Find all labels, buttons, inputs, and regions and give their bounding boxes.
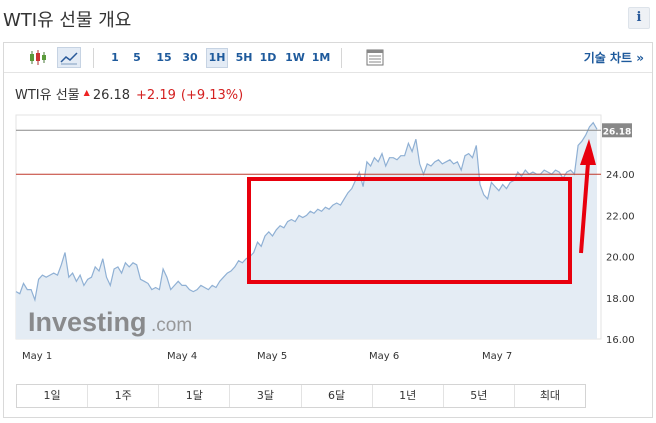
timeframe-5[interactable]: 5 xyxy=(133,51,141,64)
range-button[interactable]: 1주 xyxy=(88,385,160,407)
highlight-arrow-head xyxy=(580,139,596,165)
technical-chart-link[interactable]: 기술 차트 » xyxy=(583,51,644,65)
highlight-arrow-shaft xyxy=(579,162,590,254)
last-price: 26.18 xyxy=(92,88,131,103)
timeframe-1m[interactable]: 1M xyxy=(311,51,331,64)
x-tick-label: May 5 xyxy=(257,351,287,362)
range-button[interactable]: 1년 xyxy=(373,385,444,407)
price-line xyxy=(15,121,598,303)
price-change: +2.19 xyxy=(136,88,176,103)
x-tick-label: May 4 xyxy=(167,351,197,362)
range-button[interactable]: 5년 xyxy=(444,385,515,407)
y-tick-label: 22.00 xyxy=(606,211,635,222)
range-button[interactable]: 6달 xyxy=(302,385,373,407)
toolbar-divider xyxy=(93,48,94,68)
timeframe-1h[interactable]: 1H xyxy=(206,48,228,68)
timeframe-1[interactable]: 1 xyxy=(111,51,119,64)
line-chart-icon[interactable] xyxy=(57,47,81,68)
y-tick-label: 18.00 xyxy=(606,294,635,305)
chart-toolbar: 1 5 15 30 1H 5H 1D 1W 1M 기술 차트 » xyxy=(4,43,652,73)
timeframe-30[interactable]: 30 xyxy=(182,51,198,64)
range-button[interactable]: 최대 xyxy=(539,389,561,402)
toolbar-divider xyxy=(341,48,342,68)
highlight-box xyxy=(247,177,572,284)
range-selector: 1일 1주 1달 3달 6달 1년 5년 최대 xyxy=(16,384,586,408)
quote-header: WTI유 선물 ▲ 26.18 +2.19 (+9.13%) xyxy=(15,84,243,103)
chart-panel: 1 5 15 30 1H 5H 1D 1W 1M 기술 차트 » WTI유 선물 ▲ 26.18 +2… xyxy=(3,42,653,418)
x-tick-label: May 6 xyxy=(369,351,399,362)
investing-logo-text: Investing xyxy=(28,307,147,337)
y-tick-label: 24.00 xyxy=(606,170,635,181)
x-tick-label: May 7 xyxy=(482,351,512,362)
timeframe-5h[interactable]: 5H xyxy=(235,51,253,64)
timeframe-15[interactable]: 15 xyxy=(156,51,172,64)
candlestick-icon[interactable] xyxy=(26,47,50,68)
price-chart[interactable]: 16.00 18.00 20.00 22.00 24.00 26.18 May 1 May 4… xyxy=(4,43,652,383)
investing-logo-suffix: .com xyxy=(151,315,192,336)
timeframe-1d[interactable]: 1D xyxy=(259,51,277,64)
price-change-percent: (+9.13%) xyxy=(180,88,244,103)
last-price-tag xyxy=(602,123,632,138)
y-tick-label: 20.00 xyxy=(606,253,635,264)
x-tick-label: May 1 xyxy=(22,351,52,362)
info-icon[interactable]: i xyxy=(628,7,650,29)
timeframe-1w[interactable]: 1W xyxy=(285,51,305,64)
table-view-icon[interactable] xyxy=(363,47,387,68)
range-button[interactable]: 1일 xyxy=(17,385,89,407)
last-price-tag-label: 26.18 xyxy=(603,127,631,137)
instrument-name: WTI유 선물 xyxy=(15,88,80,103)
price-up-icon: ▲ xyxy=(83,88,90,97)
page-title: WTI유 선물 개요 xyxy=(3,10,132,31)
price-area xyxy=(16,122,597,339)
range-button[interactable]: 1달 xyxy=(159,385,231,407)
y-tick-label: 16.00 xyxy=(606,335,635,346)
range-button[interactable]: 3달 xyxy=(230,385,302,407)
